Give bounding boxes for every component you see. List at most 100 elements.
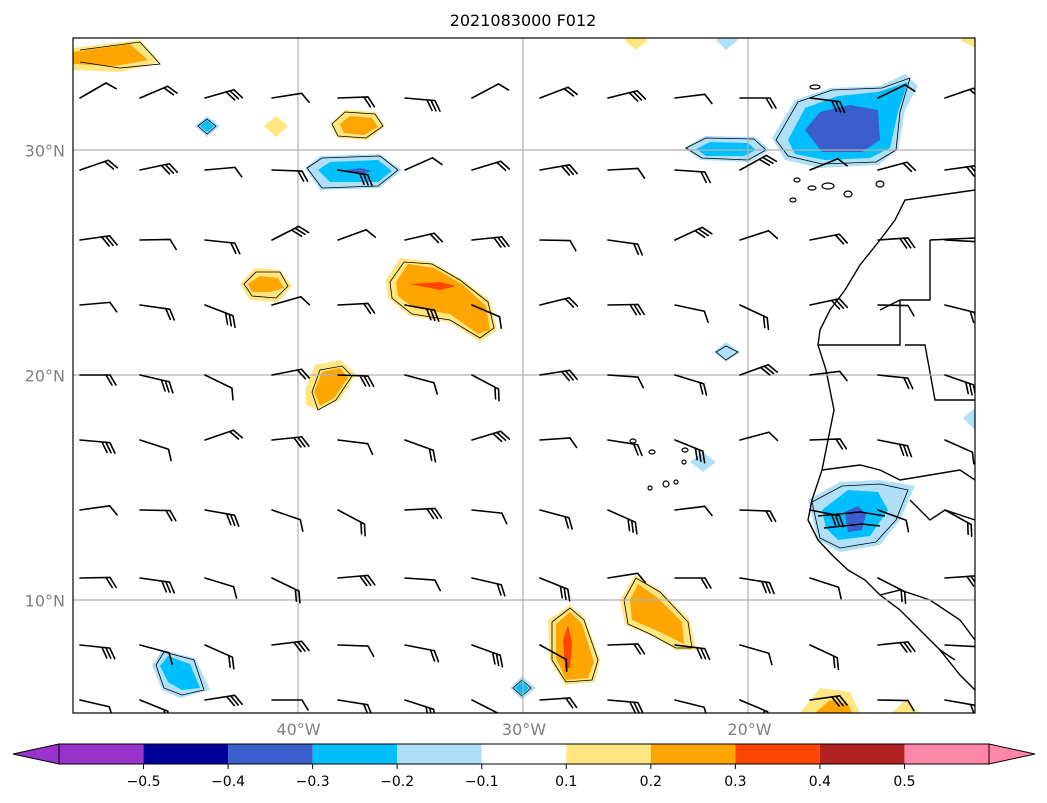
colorbar-segment: [143, 744, 229, 764]
wind-barb: [809, 644, 840, 671]
colorbar-segment: [59, 744, 144, 764]
wind-barb: [139, 162, 179, 175]
wind-barb: [607, 439, 643, 457]
wind-barb: [607, 89, 647, 102]
wind-barb: [739, 304, 770, 331]
wind-barb: [139, 304, 176, 321]
wind-barb: [877, 304, 915, 317]
wind-barb: [539, 577, 571, 602]
colorbar-segment: [819, 744, 905, 764]
wind-barb: [539, 296, 579, 308]
wind-barb: [674, 505, 713, 517]
wind-barb: [337, 699, 373, 713]
wind-barb: [139, 699, 171, 713]
wind-barb: [809, 509, 845, 528]
wind-barb: [877, 84, 916, 99]
wind-barb: [404, 699, 437, 713]
longitude-label: 20°W: [727, 720, 771, 739]
wind-barb: [877, 509, 910, 533]
colorbar-tick-label: 0.1: [555, 774, 577, 790]
colorbar: −0.5 −0.4 −0.3 −0.2 −0.1 0.1 0.2 0.3 0.4 0.5: [12, 743, 1036, 790]
wind-barb: [944, 239, 975, 253]
wind-barb: [944, 439, 975, 465]
wind-barb: [204, 577, 238, 599]
wind-barb: [674, 644, 711, 661]
wind-barb: [139, 577, 176, 594]
colorbar-tick-label: −0.2: [380, 774, 414, 790]
wind-barb: [539, 509, 573, 530]
wind-barb: [539, 437, 578, 449]
wind-barb: [944, 165, 975, 177]
wind-barb: [607, 643, 646, 655]
wind-barb: [809, 97, 846, 114]
map-title: 2021083000 F012: [450, 11, 597, 30]
wind-barb: [79, 82, 117, 99]
wind-barb: [739, 363, 779, 376]
wind-barb: [607, 303, 645, 316]
wind-barb: [674, 93, 713, 105]
colorbar-segment: [735, 744, 820, 764]
wind-barb: [471, 430, 511, 443]
wind-barb: [739, 699, 771, 713]
wind-barb: [471, 509, 508, 525]
longitude-labels: 40°W 30°W 20°W: [276, 720, 771, 739]
wind-barb: [944, 509, 973, 537]
longitude-label: 40°W: [276, 720, 320, 739]
wind-barb: [271, 509, 304, 532]
colorbar-tick-label: 0.3: [724, 774, 746, 790]
gridlines: [73, 38, 975, 713]
wind-barb: [674, 439, 706, 464]
colorbar-tick-label: −0.5: [127, 774, 161, 790]
wind-barb: [139, 509, 177, 522]
wind-barb: [877, 699, 915, 712]
wind-barb: [337, 169, 373, 187]
colorbar-tick-label: −0.3: [296, 774, 330, 790]
latitude-label: 20°N: [25, 367, 65, 386]
wind-barb: [139, 238, 177, 251]
wind-barb: [944, 87, 975, 99]
latitude-label: 30°N: [25, 142, 65, 161]
wind-barb: [271, 169, 309, 183]
wind-barb: [271, 436, 310, 448]
wind-barb: [607, 167, 646, 179]
wind-barb: [204, 644, 235, 670]
wind-barb: [79, 235, 118, 247]
wind-barb: [404, 439, 437, 463]
wind-barb: [607, 699, 644, 713]
wind-barb: [471, 699, 501, 713]
wind-barb: [674, 699, 709, 713]
colorbar-segment: [904, 744, 989, 764]
shaded-anomalies: [73, 38, 975, 713]
wind-barb: [809, 297, 849, 310]
wind-barb: [404, 156, 443, 171]
colorbar-segment: [481, 744, 567, 764]
wind-barb: [674, 304, 709, 324]
wind-barb: [139, 644, 173, 665]
wind-barb: [204, 304, 236, 329]
wind-barb: [539, 369, 578, 382]
wind-barb: [404, 97, 441, 112]
colorbar-segment: [566, 744, 651, 764]
wind-barb: [944, 644, 975, 658]
colorbar-segment: [650, 744, 736, 764]
wind-barb: [337, 302, 376, 315]
wind-barb: [944, 374, 975, 397]
wind-barb: [607, 572, 646, 584]
wind-barb: [739, 154, 778, 171]
wind-barb: [877, 577, 907, 605]
wind-barb: [739, 577, 775, 595]
wind-barb: [404, 374, 438, 395]
longitude-label: 30°W: [502, 720, 546, 739]
wind-barb: [79, 439, 116, 454]
colorbar-segment: [228, 744, 313, 764]
wind-barb: [271, 699, 309, 711]
wind-barb: [204, 429, 244, 441]
wind-barb: [204, 374, 234, 401]
wind-barb: [607, 239, 644, 256]
wind-barb: [809, 157, 848, 171]
wind-barb: [739, 229, 779, 241]
wind-barb: [79, 505, 118, 516]
wind-barb: [739, 644, 773, 666]
wind-barb: [271, 225, 310, 241]
wind-barb: [877, 161, 917, 173]
